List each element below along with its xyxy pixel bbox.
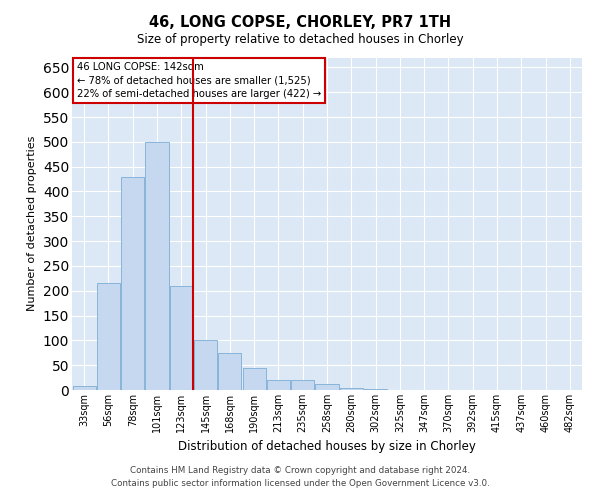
Text: Contains HM Land Registry data © Crown copyright and database right 2024.
Contai: Contains HM Land Registry data © Crown c… <box>110 466 490 487</box>
Bar <box>121 176 144 390</box>
Bar <box>267 380 290 390</box>
Bar <box>97 284 120 390</box>
Bar <box>218 353 241 390</box>
X-axis label: Distribution of detached houses by size in Chorley: Distribution of detached houses by size … <box>178 440 476 454</box>
Bar <box>340 388 363 390</box>
Text: Size of property relative to detached houses in Chorley: Size of property relative to detached ho… <box>137 32 463 46</box>
Bar <box>145 142 169 390</box>
Y-axis label: Number of detached properties: Number of detached properties <box>27 136 37 312</box>
Bar <box>73 386 95 390</box>
Bar <box>194 340 217 390</box>
Text: 46, LONG COPSE, CHORLEY, PR7 1TH: 46, LONG COPSE, CHORLEY, PR7 1TH <box>149 15 451 30</box>
Bar <box>291 380 314 390</box>
Text: 46 LONG COPSE: 142sqm
← 78% of detached houses are smaller (1,525)
22% of semi-d: 46 LONG COPSE: 142sqm ← 78% of detached … <box>77 62 322 99</box>
Bar <box>364 388 387 390</box>
Bar <box>170 286 193 390</box>
Bar <box>242 368 266 390</box>
Bar <box>316 384 338 390</box>
